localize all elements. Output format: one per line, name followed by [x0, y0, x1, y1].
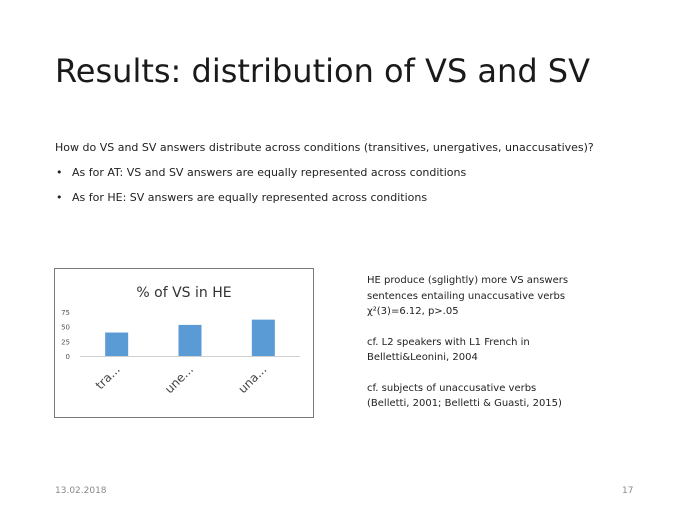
bar: [251, 319, 275, 356]
note-line: HE produce (sglightly) more VS answers: [367, 275, 569, 286]
x-category-label: une...: [162, 362, 196, 396]
x-category-label: tra...: [93, 362, 123, 392]
chart-title: % of VS in HE: [136, 285, 231, 301]
y-tick-label: 50: [61, 324, 70, 332]
bar-chart-svg: % of VS in HE 0 25 50 75 tra... une... una...: [61, 285, 300, 396]
y-tick-label: 25: [61, 338, 70, 346]
bar: [105, 332, 129, 356]
bullet-item-at: • As for AT: VS and SV answers are equal…: [55, 165, 466, 190]
bullet-text: As for AT: VS and SV answers are equally…: [72, 166, 467, 179]
note-line: sentences entailing unaccusative verbs: [367, 290, 566, 302]
note-paragraph-subjects: cf. subjects of unaccusative verbs (Bell…: [367, 381, 568, 412]
bullet-list: • As for AT: VS and SV answers are equal…: [55, 165, 466, 215]
note-paragraph-finding: HE produce (sglightly) more VS answers s…: [367, 273, 568, 320]
y-tick-label: 75: [61, 309, 70, 317]
note-line: cf. L2 speakers with L1 French in: [367, 336, 530, 348]
y-tick-label: 0: [66, 353, 70, 361]
note-line: (Belletti, 2001; Belletti & Guasti, 2015…: [367, 398, 562, 409]
bullet-marker: •: [56, 191, 63, 204]
page-number: 17: [622, 486, 634, 496]
note-line: Belletti&Leonini, 2004: [367, 352, 478, 363]
note-line: cf. subjects of unaccusative verbs: [367, 382, 537, 394]
bullet-marker: •: [56, 166, 63, 179]
bullet-text: As for HE: SV answers are equally repres…: [72, 191, 428, 204]
footer-date: 13.02.2018: [55, 486, 107, 496]
research-question: How do VS and SV answers distribute acro…: [55, 141, 594, 154]
x-category-label: una...: [236, 362, 270, 396]
note-line: χ²(3)=6.12, p>.05: [367, 306, 459, 317]
notes-panel: HE produce (sglightly) more VS answers s…: [367, 273, 568, 427]
slide-title: Results: distribution of VS and SV: [55, 52, 590, 90]
bar-chart: % of VS in HE 0 25 50 75 tra... une... una...: [54, 268, 314, 418]
note-paragraph-l2: cf. L2 speakers with L1 French in Bellet…: [367, 335, 568, 366]
bar: [178, 324, 202, 356]
bullet-item-he: • As for HE: SV answers are equally repr…: [55, 190, 466, 215]
